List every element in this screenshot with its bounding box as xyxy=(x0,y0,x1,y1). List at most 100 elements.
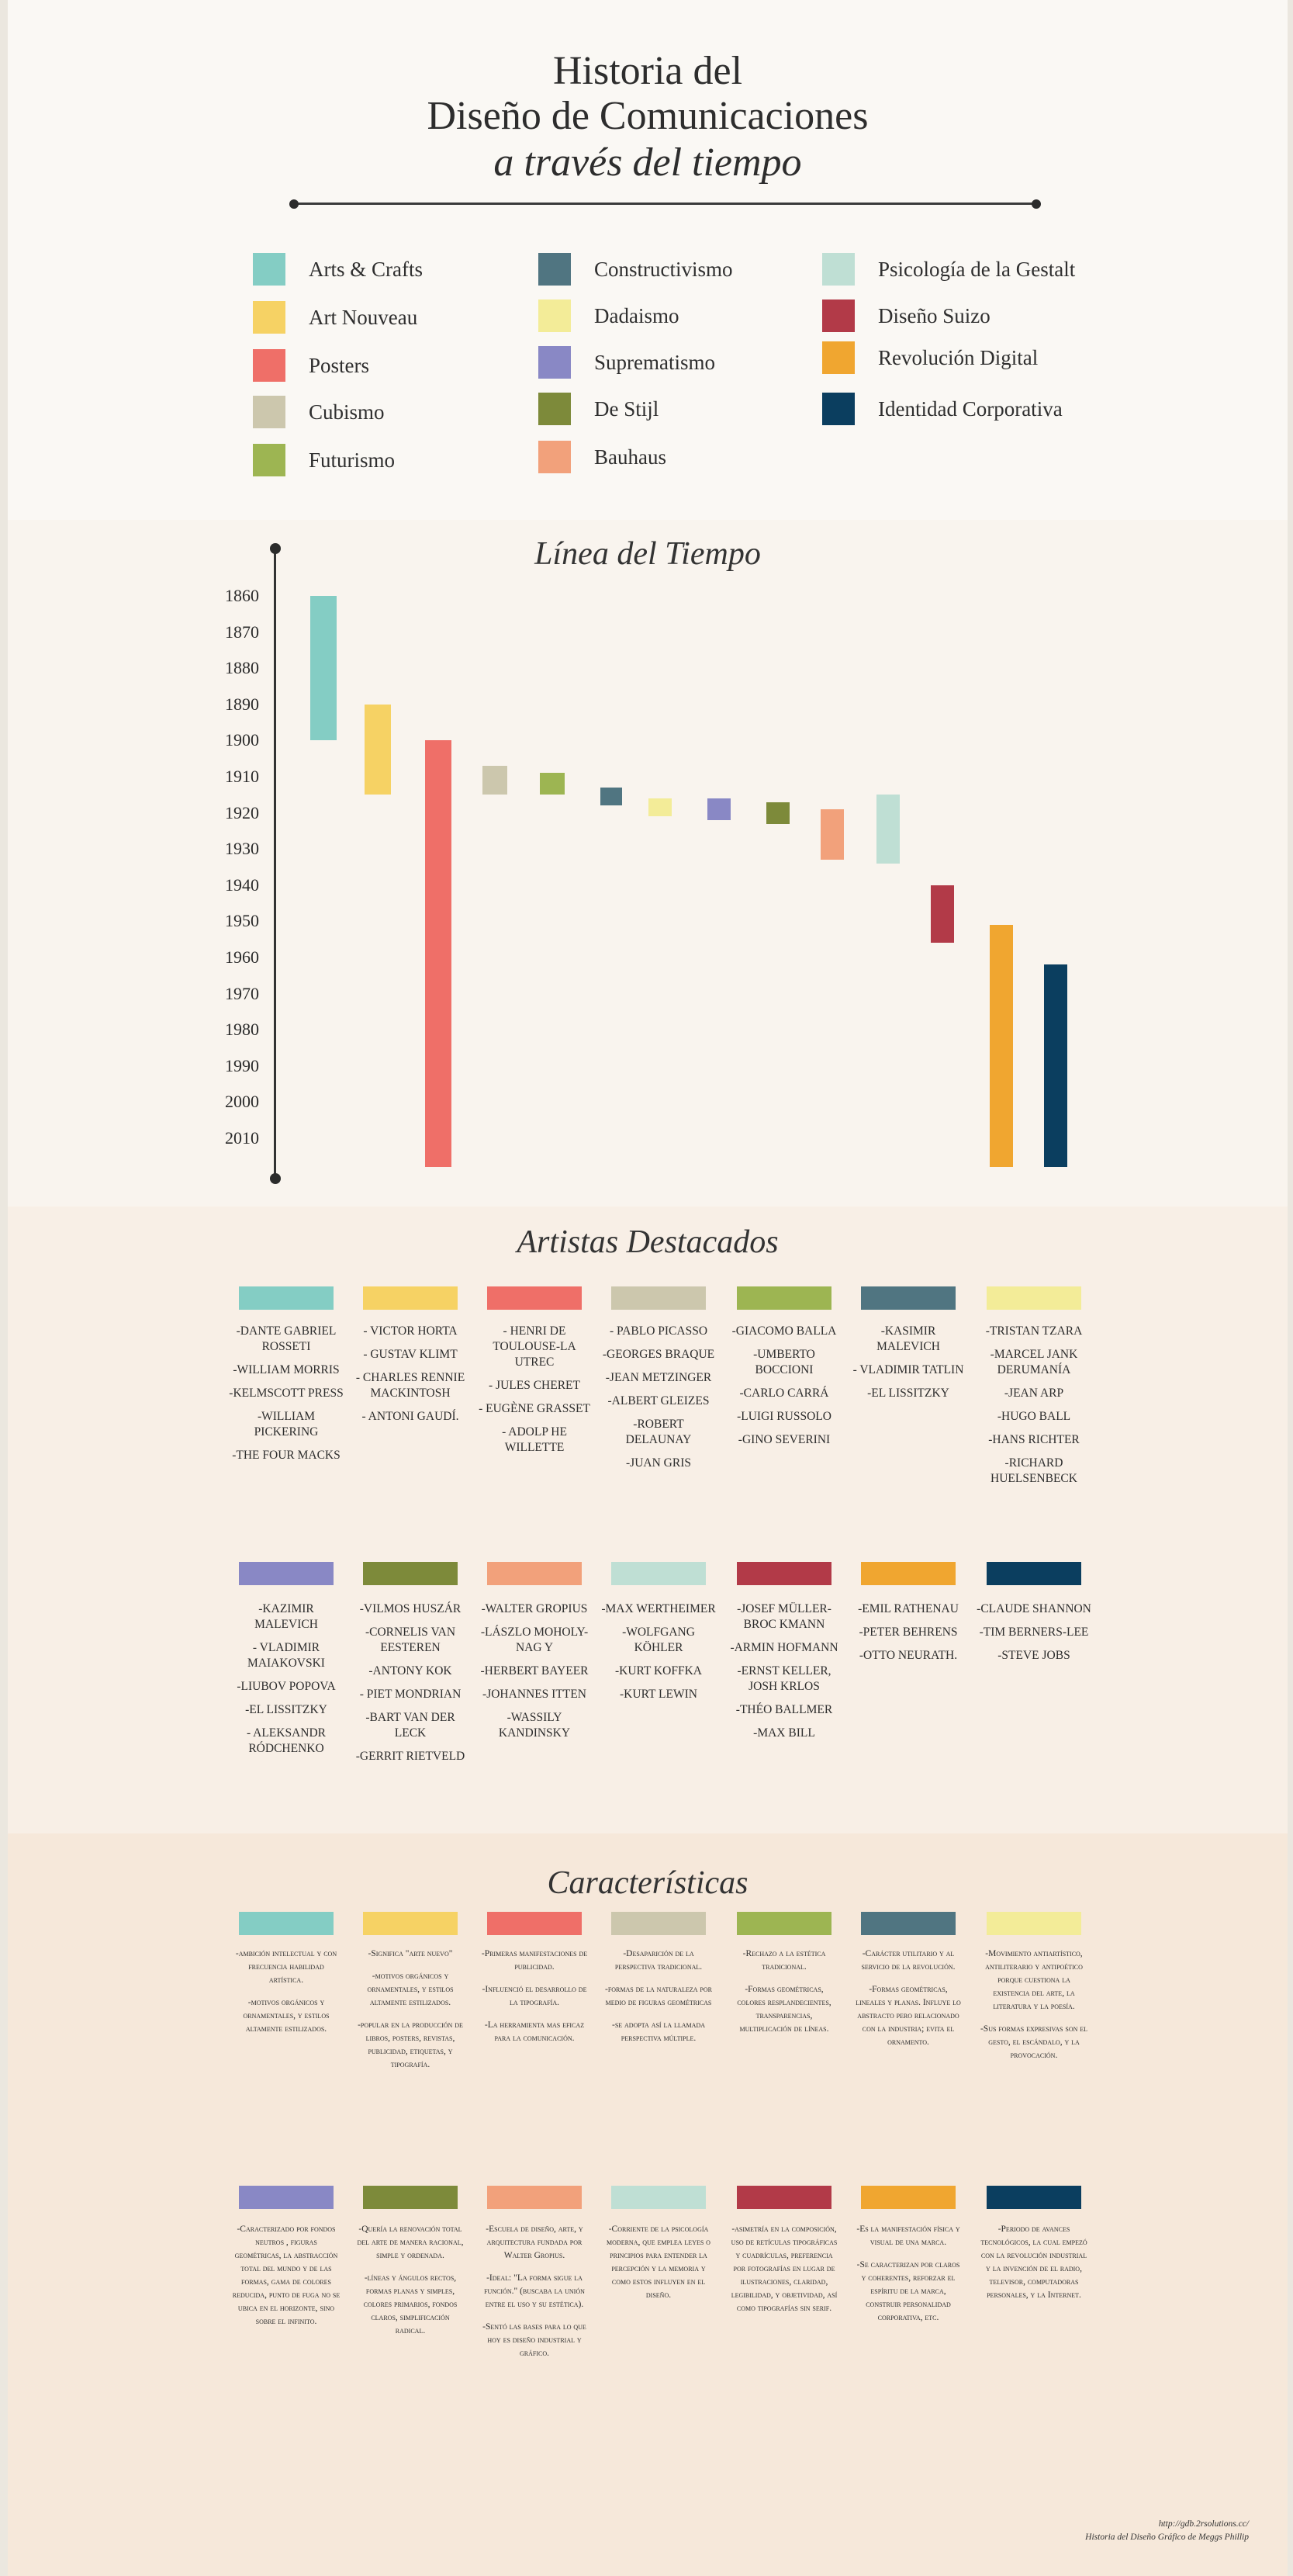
timeline-bar xyxy=(482,766,507,795)
legend-label: Art Nouveau xyxy=(309,305,418,329)
legend-swatch xyxy=(538,441,571,473)
characteristic-item: -Periodo de avances tecnológicos, la cua… xyxy=(980,2225,1087,2300)
timeline-bar xyxy=(540,773,565,795)
artists-title: Artistas Destacados xyxy=(517,1224,779,1260)
legend-item: Art Nouveau xyxy=(253,301,417,334)
artist-name: -MAX BILL xyxy=(753,1726,815,1740)
artist-name: -CORNELIS VAN EESTEREN xyxy=(365,1626,456,1654)
artist-list: -CLAUDE SHANNON -TIM BERNERS-LEE -STEVE JO… xyxy=(976,1601,1092,1671)
artist-name: - EUGÈNE GRASSET xyxy=(479,1402,590,1415)
characteristic-item: -formas de la naturaleza por medio de fi… xyxy=(604,1985,712,2007)
legend-label: Posters xyxy=(309,353,370,377)
characteristic-text: -Escuela de diseño, arte, y arquitectura… xyxy=(480,2223,589,2370)
artist-name: -THÉO BALLMER xyxy=(735,1703,833,1716)
title-line-1: Historia del xyxy=(552,49,743,93)
artist-list: -GIACOMO BALLA -UMBERTO BOCCIONI -CARLO CA… xyxy=(726,1324,842,1456)
characteristic-swatch xyxy=(239,2186,334,2209)
artist-name: -KELMSCOTT PRESS xyxy=(229,1387,344,1400)
legend-item: De Stijl xyxy=(538,393,659,425)
artist-list: -TRISTAN TZARA -MARCEL JANK DERUMANÍA -JEA… xyxy=(976,1324,1092,1494)
artist-swatch xyxy=(363,1286,458,1310)
characteristic-text: -Desaparición de la perspectiva tradicio… xyxy=(604,1948,713,2055)
artist-swatch xyxy=(861,1286,956,1310)
characteristic-item: -Movimiento antiartístico, antiliterario… xyxy=(985,1949,1083,2011)
artist-name: -EMIL RATHENAU xyxy=(858,1602,959,1615)
artist-swatch xyxy=(737,1286,831,1310)
characteristic-item: -Corriente de la psicología moderna, que… xyxy=(607,2225,710,2300)
legend-label: Dadaismo xyxy=(594,303,679,327)
characteristic-swatch xyxy=(987,2186,1081,2209)
characteristic-text: -Significa "arte nuevo" -motivos orgánico… xyxy=(356,1948,465,2081)
characteristic-item: -Sentó las bases para lo que hoy es dise… xyxy=(482,2322,586,2358)
legend-item: Futurismo xyxy=(253,444,395,476)
timeline-bar xyxy=(365,704,391,795)
legend-label: Diseño Suizo xyxy=(878,303,990,327)
artist-name: -JOSEF MÜLLER-BROC KMANN xyxy=(737,1602,831,1631)
artist-name: -BART VAN DER LECK xyxy=(365,1711,455,1740)
characteristic-swatch xyxy=(611,1912,706,1935)
artist-name: -MAX WERTHEIMER xyxy=(601,1602,716,1615)
legend-label: Identidad Corporativa xyxy=(878,396,1063,421)
artist-list: -KASIMIR MALEVICH - VLADIMIR TATLIN -EL LI… xyxy=(850,1324,966,1409)
artist-name: -OTTO NEURATH. xyxy=(859,1649,958,1662)
artist-name: -THE FOUR MACKS xyxy=(232,1449,341,1462)
artist-name: -VILMOS HUSZÁR xyxy=(359,1602,462,1615)
characteristic-item: -La herramienta mas eficaz para la comun… xyxy=(484,2020,585,2043)
axis-dot-bottom xyxy=(270,1173,281,1184)
timeline-bar xyxy=(990,925,1013,1168)
characteristic-item: -popular en la producción de libros, pos… xyxy=(358,2020,463,2069)
artist-name: -LIUBOV POPOVA xyxy=(237,1680,336,1693)
legend-label: Constructivismo xyxy=(594,257,733,281)
legend-item: Revolución Digital xyxy=(822,341,1038,374)
legend-label: Arts & Crafts xyxy=(309,257,423,281)
artist-list: - VICTOR HORTA - GUSTAV KLIMT - CHARLES RE… xyxy=(352,1324,468,1432)
artist-name: - VLADIMIR MAIAKOVSKI xyxy=(247,1641,325,1670)
timeline-axis xyxy=(274,549,276,1179)
artists-section: Artistas Destacados xyxy=(8,1207,1288,1833)
artist-name: -LUIGI RUSSOLO xyxy=(737,1410,831,1423)
year-tick-label: 1870 xyxy=(225,621,259,642)
artist-swatch xyxy=(487,1562,582,1585)
artist-name: - ALEKSANDR RÓDCHENKO xyxy=(246,1726,327,1755)
artist-swatch xyxy=(987,1286,1081,1310)
timeline-bar xyxy=(425,740,451,1168)
characteristic-item: -Sus formas expresivas son el gesto, el … xyxy=(980,2024,1088,2060)
characteristic-text: -Movimiento antiartístico, antiliterario… xyxy=(980,1948,1088,2072)
characteristic-item: -Primeras manifestaciones de publicidad. xyxy=(481,1949,588,1972)
characteristic-swatch xyxy=(861,2186,956,2209)
characteristic-item: -Caracterizado por fondos neutros , figu… xyxy=(232,2225,341,2326)
artist-name: -KAZIMIR MALEVICH xyxy=(254,1602,318,1631)
year-tick-label: 1950 xyxy=(225,911,259,931)
timeline-bar xyxy=(648,798,672,817)
artist-swatch xyxy=(239,1562,334,1585)
artist-name: -PETER BEHRENS xyxy=(859,1626,958,1639)
characteristic-item: -Escuela de diseño, arte, y arquitectura… xyxy=(486,2225,583,2260)
characteristic-item: -Se caracterizan por claros y coherentes… xyxy=(856,2260,960,2322)
characteristic-swatch xyxy=(861,1912,956,1935)
artist-name: - ANTONI GAUDÍ. xyxy=(361,1410,459,1423)
artist-name: - VICTOR HORTA xyxy=(363,1324,458,1338)
year-tick-label: 1920 xyxy=(225,802,259,822)
characteristic-text: -Primeras manifestaciones de publicidad.… xyxy=(480,1948,589,2055)
characteristic-text: -Quería la renovación total del arte de … xyxy=(356,2223,465,2347)
title-line-2: Diseño de Comunicaciones xyxy=(427,94,869,138)
artist-name: - VLADIMIR TATLIN xyxy=(852,1363,964,1376)
timeline-section: Línea del Tiempo xyxy=(8,520,1288,1207)
legend-item: Dadaismo xyxy=(538,299,679,332)
legend-item: Bauhaus xyxy=(538,441,666,473)
artist-name: - PABLO PICASSO xyxy=(609,1324,708,1338)
artist-name: - ADOLP HE WILLETTE xyxy=(502,1425,567,1454)
characteristic-swatch xyxy=(611,2186,706,2209)
timeline-bar xyxy=(707,798,731,820)
characteristic-item: -asimetría en la composición, uso de ret… xyxy=(731,2225,838,2313)
timeline-bar xyxy=(1044,964,1067,1168)
legend-swatch xyxy=(822,341,855,374)
artist-name: -WILLIAM PICKERING xyxy=(254,1410,319,1439)
artist-name: - HENRI DE TOULOUSE-LA UTREC xyxy=(493,1324,576,1369)
artist-name: -GINO SEVERINI xyxy=(738,1433,831,1446)
artist-swatch xyxy=(487,1286,582,1310)
artist-name: -DANTE GABRIEL ROSSETI xyxy=(236,1324,337,1353)
artist-name: -HANS RICHTER xyxy=(988,1433,1080,1446)
artist-list: -JOSEF MÜLLER-BROC KMANN -ARMIN HOFMANN -E… xyxy=(726,1601,842,1749)
artist-name: -RICHARD HUELSENBECK xyxy=(990,1456,1077,1485)
